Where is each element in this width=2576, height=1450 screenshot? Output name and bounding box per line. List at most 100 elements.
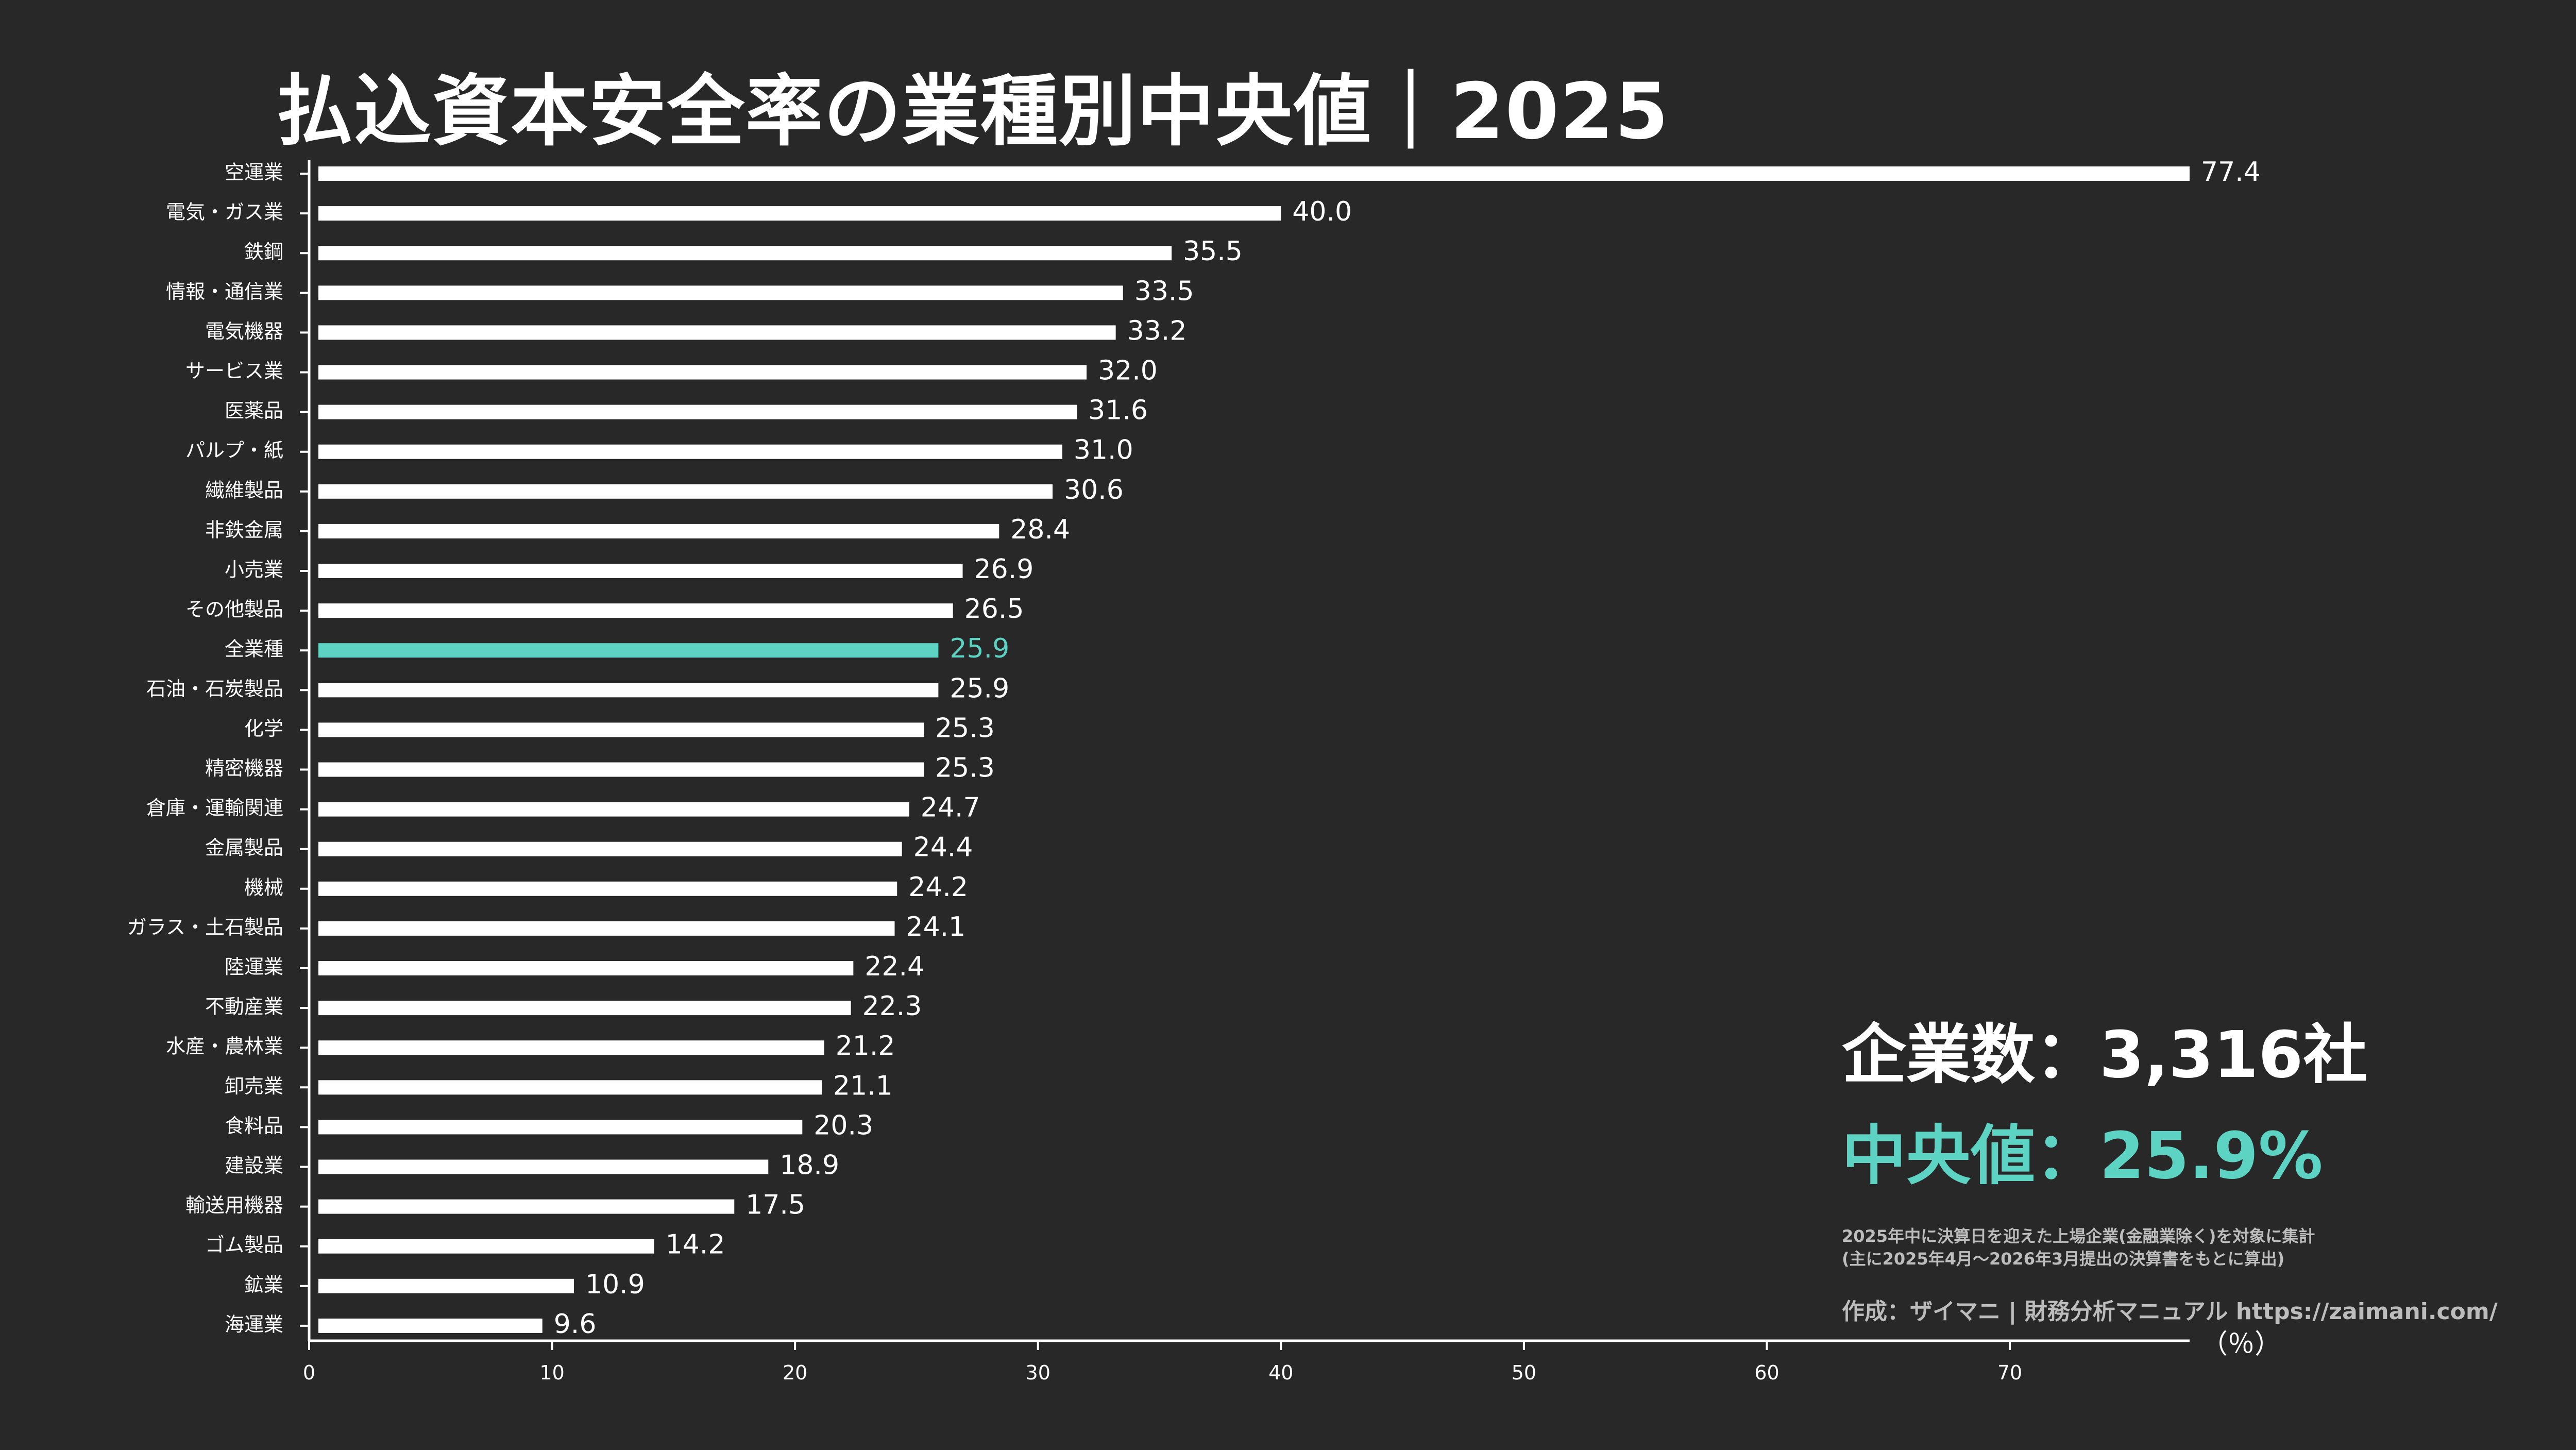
category-label: サービス業	[185, 360, 283, 382]
bar	[318, 484, 1053, 499]
value-label: 21.2	[836, 1031, 895, 1061]
value-label: 33.5	[1134, 276, 1194, 307]
bar	[318, 1318, 543, 1333]
category-label: 陸運業	[225, 956, 283, 979]
bar	[318, 1040, 824, 1055]
x-tick-label: 10	[539, 1361, 564, 1384]
category-label: 鉱業	[244, 1273, 283, 1296]
credit-link[interactable]: 作成：ザイマニ | 財務分析マニュアル https://zaimani.com/	[1842, 1299, 2498, 1325]
chart-title: 払込資本安全率の業種別中央値｜2025	[276, 67, 1670, 157]
bar	[318, 841, 902, 856]
category-label: ゴム製品	[205, 1234, 283, 1256]
value-label: 24.4	[913, 832, 973, 863]
bar	[318, 643, 939, 658]
value-label: 28.4	[1010, 514, 1070, 545]
bar	[318, 444, 1062, 459]
bar	[318, 404, 1077, 419]
category-label: 海運業	[225, 1313, 283, 1336]
category-label: 全業種	[225, 638, 283, 661]
value-label: 20.3	[814, 1110, 873, 1141]
value-label: 22.4	[865, 951, 924, 982]
category-label: 石油・石炭製品	[146, 678, 283, 700]
company-count: 企業数：3,316社	[1842, 1018, 2368, 1092]
value-label: 14.2	[666, 1229, 725, 1260]
note-line-1: 2025年中に決算日を迎えた上場企業(金融業除く)を対象に集計	[1842, 1226, 2315, 1246]
x-axis-label: （％）	[2201, 1329, 2281, 1360]
category-label: 繊維製品	[205, 479, 283, 501]
bar	[318, 564, 963, 578]
x-tick-label: 70	[1997, 1361, 2022, 1384]
value-label: 18.9	[779, 1150, 839, 1181]
category-label: 建設業	[225, 1154, 283, 1177]
bar	[318, 881, 897, 896]
bar	[318, 166, 2190, 181]
category-label: 医薬品	[225, 399, 283, 422]
category-label: 水産・農林業	[166, 1035, 283, 1058]
bar	[318, 206, 1281, 221]
value-label: 25.9	[950, 673, 1009, 704]
category-label: 電気・ガス業	[166, 201, 283, 224]
category-label: 空運業	[225, 161, 283, 184]
bar	[318, 762, 924, 777]
category-label: その他製品	[185, 598, 283, 621]
value-label: 31.6	[1088, 395, 1148, 426]
bar	[318, 603, 953, 618]
value-label: 25.3	[935, 753, 995, 784]
category-label: 情報・通信業	[166, 280, 283, 303]
value-label: 24.7	[921, 793, 980, 823]
value-label: 9.6	[554, 1309, 597, 1340]
note-line-2: (主に2025年4月〜2026年3月提出の決算書をもとに算出)	[1842, 1249, 2285, 1269]
bar	[318, 246, 1172, 261]
x-tick-label: 20	[783, 1361, 807, 1384]
x-tick-label: 60	[1754, 1361, 1779, 1384]
value-label: 40.0	[1292, 196, 1352, 227]
value-label: 35.5	[1183, 236, 1243, 267]
bar	[318, 921, 895, 936]
value-label: 25.9	[950, 633, 1009, 664]
bar	[318, 1120, 803, 1135]
bar	[318, 961, 854, 975]
bar	[318, 1278, 574, 1293]
value-label: 25.3	[935, 713, 995, 744]
category-label: 金属製品	[205, 836, 283, 859]
x-tick-label: 50	[1512, 1361, 1536, 1384]
category-label: 不動産業	[205, 996, 283, 1018]
value-label: 17.5	[745, 1190, 805, 1221]
value-label: 24.2	[908, 872, 968, 903]
value-label: 26.5	[964, 594, 1024, 625]
category-label: ガラス・土石製品	[127, 916, 283, 938]
bar	[318, 802, 909, 817]
category-label: 食料品	[225, 1115, 283, 1137]
bar	[318, 1239, 654, 1254]
category-label: 卸売業	[225, 1075, 283, 1098]
value-label: 77.4	[2201, 157, 2261, 188]
bar	[318, 1001, 851, 1016]
value-label: 30.6	[1064, 475, 1124, 505]
category-label: 輸送用機器	[185, 1194, 283, 1217]
median-value: 中央値：25.9%	[1842, 1119, 2323, 1193]
bar	[318, 365, 1087, 380]
value-label: 10.9	[585, 1269, 645, 1300]
value-label: 22.3	[862, 991, 922, 1022]
value-label: 32.0	[1098, 356, 1158, 386]
value-label: 33.2	[1127, 315, 1187, 346]
category-label: 電気機器	[205, 320, 283, 343]
category-label: 非鉄金属	[205, 518, 283, 541]
value-label: 24.1	[906, 912, 965, 942]
summary-panel: 企業数：3,316社 中央値：25.9% 2025年中に決算日を迎えた上場企業(…	[1842, 1002, 2498, 1326]
bar	[318, 325, 1116, 340]
bar	[318, 1080, 822, 1095]
bar	[318, 722, 924, 737]
category-label: 鉄鋼	[244, 241, 283, 263]
category-label: 機械	[244, 876, 283, 899]
value-label: 26.9	[974, 554, 1034, 585]
bar	[318, 1199, 735, 1214]
category-label: 倉庫・運輸関連	[146, 797, 283, 819]
x-tick-label: 30	[1026, 1361, 1050, 1384]
category-label: パルプ・紙	[185, 439, 283, 462]
bar	[318, 285, 1123, 300]
category-label: 精密機器	[205, 757, 283, 780]
bar	[318, 683, 939, 698]
x-tick-label: 0	[303, 1361, 315, 1384]
